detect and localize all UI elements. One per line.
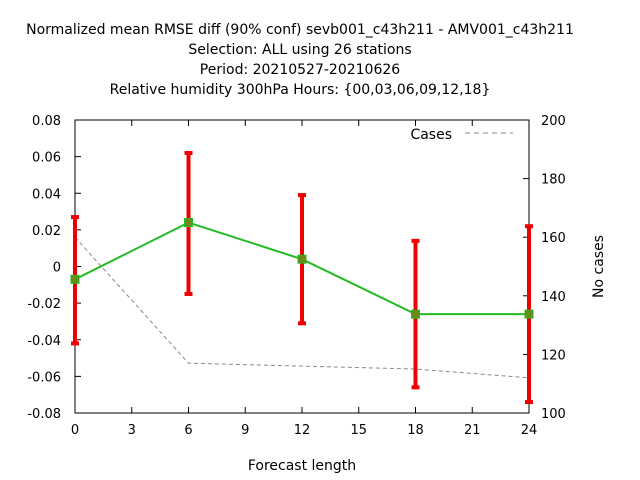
title-line-1: Normalized mean RMSE diff (90% conf) sev… [26,22,574,38]
y-tick-label: -0.06 [27,370,61,385]
y2-tick-label: 200 [541,114,566,129]
y-tick-label: 0.06 [32,151,61,166]
y2-axis-label: No cases [591,235,607,298]
title-line-3: Period: 20210527-20210626 [200,62,400,78]
x-tick-label: 24 [521,423,538,438]
y2-tick-label: 140 [541,290,566,305]
error-bars [71,150,533,405]
y2-tick-label: 120 [541,348,566,363]
y-tick-label: -0.04 [27,334,61,349]
x-tick-label: 12 [294,423,311,438]
title-line-4: Relative humidity 300hPa Hours: {00,03,0… [110,82,491,98]
y2-tick-label: 180 [541,173,566,188]
cases-line [74,236,530,379]
cases-series [74,236,530,379]
x-tick-label: 21 [464,423,481,438]
x-tick-label: 18 [407,423,424,438]
y-tick-label: -0.08 [27,407,61,422]
x-axis-label: Forecast length [248,458,356,474]
x-tick-label: 6 [184,423,192,438]
rmse-series [70,218,534,319]
title-line-2: Selection: ALL using 26 stations [188,42,411,58]
y2-tick-label: 100 [541,407,566,422]
y-axis-right: 100 120 140 160 180 200 [523,114,566,422]
rmse-point [70,274,80,284]
x-axis: 0 3 6 9 12 15 18 21 24 [71,120,537,438]
rmse-point [297,254,307,264]
legend-label-cases: Cases [410,127,452,143]
y-tick-label: 0.02 [32,224,61,239]
x-tick-label: 15 [350,423,367,438]
y-axis-left: -0.08 -0.06 -0.04 -0.02 0 0.02 0.04 0.06 0.08 [27,114,81,422]
chart-title: Normalized mean RMSE diff (90% conf) sev… [26,22,574,98]
x-tick-label: 0 [71,423,79,438]
rmse-point [524,309,534,319]
y2-tick-label: 160 [541,231,566,246]
rmse-point [411,309,420,319]
x-tick-label: 3 [128,423,136,438]
y-tick-label: 0.08 [32,114,61,129]
rmse-point [184,218,193,228]
y-tick-label: 0 [53,261,61,276]
x-tick-label: 9 [241,423,249,438]
y-tick-label: -0.02 [27,297,61,312]
legend: Cases [410,127,513,143]
y-tick-label: 0.04 [32,187,61,202]
